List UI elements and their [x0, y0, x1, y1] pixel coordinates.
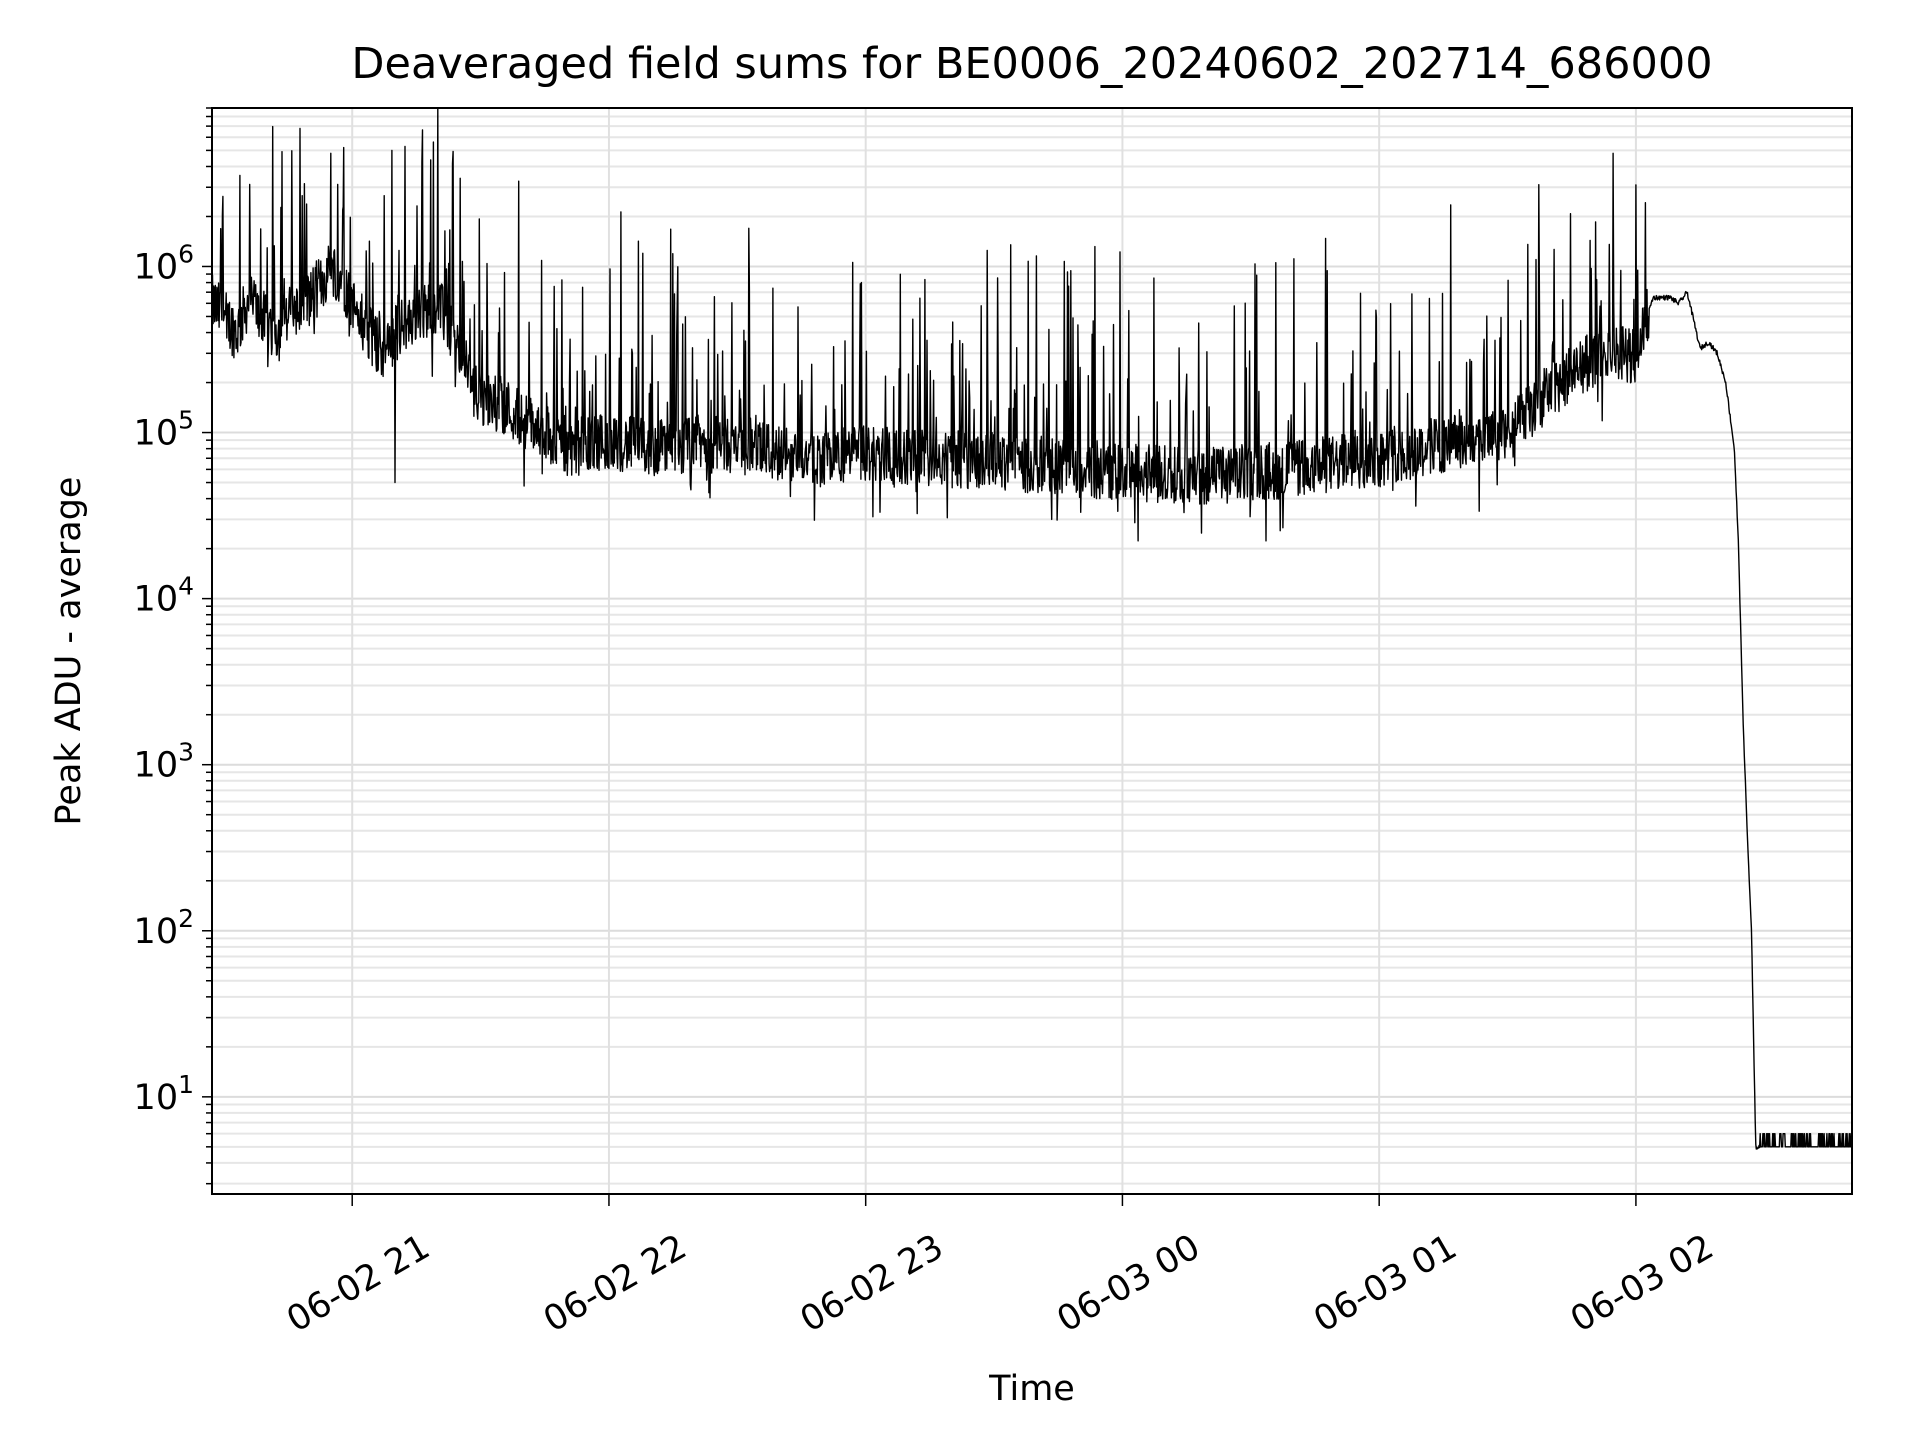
series-line: [211, 107, 1853, 1150]
y-tick-label: 104: [134, 572, 194, 620]
y-tick-label: 106: [134, 239, 194, 287]
y-tick-label: 103: [134, 738, 194, 786]
y-tick-label: 105: [134, 406, 194, 454]
grid: [212, 107, 1852, 1194]
y-axis-ticks: 101 102 103 104 105 106: [134, 107, 212, 1185]
y-tick-label: 101: [134, 1070, 194, 1118]
chart-title: Deaveraged field sums for BE0006_2024060…: [351, 39, 1712, 89]
y-axis-label: Peak ADU - average: [49, 477, 89, 826]
x-axis-label: Time: [988, 1369, 1075, 1409]
plot-frame: [211, 107, 1853, 1195]
y-tick-label: 102: [134, 904, 194, 952]
series-layer: [211, 107, 1853, 1150]
